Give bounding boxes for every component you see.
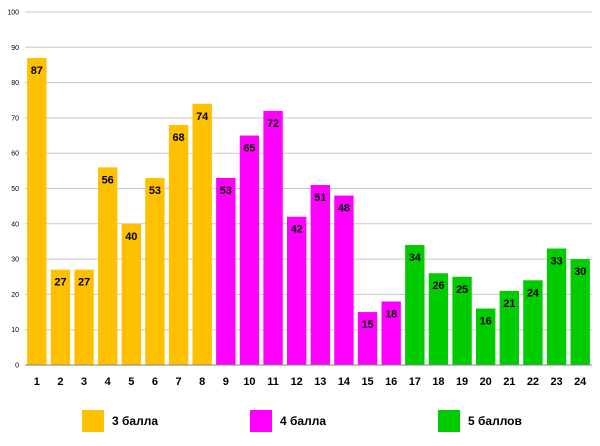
legend-item-5-points: 5 баллов	[438, 410, 522, 432]
data-label-24: 30	[574, 266, 586, 278]
data-label-16: 18	[385, 308, 397, 320]
data-label-11: 72	[267, 118, 279, 130]
y-tick-label-80: 80	[11, 80, 19, 87]
bar-22	[523, 280, 543, 365]
bar-15	[357, 312, 378, 365]
bar-1	[27, 57, 47, 365]
data-label-10: 65	[243, 143, 255, 155]
data-label-7: 68	[172, 132, 184, 144]
data-label-18: 26	[432, 280, 444, 292]
bar-7	[168, 124, 189, 366]
x-tick-label-12: 12	[291, 376, 303, 388]
data-label-15: 15	[361, 319, 373, 331]
x-tick-label-8: 8	[199, 376, 205, 388]
legend-swatch-3-points	[82, 410, 104, 432]
bar-18	[428, 273, 449, 365]
x-tick-label-1: 1	[34, 376, 40, 388]
x-tick-label-20: 20	[480, 376, 492, 388]
y-tick-label-40: 40	[11, 221, 19, 228]
legend-swatch-4-points	[250, 410, 272, 432]
bar-4	[98, 167, 118, 365]
data-label-2: 27	[54, 277, 66, 289]
bar-5	[121, 223, 141, 365]
x-tick-label-16: 16	[385, 376, 397, 388]
bar-11	[263, 110, 283, 365]
legend-item-3-points: 3 балла	[82, 410, 158, 432]
x-tick-label-10: 10	[243, 376, 255, 388]
bar-20	[476, 308, 496, 365]
data-label-6: 53	[149, 185, 161, 197]
y-tick-label-10: 10	[11, 327, 19, 334]
data-label-1: 87	[31, 65, 43, 77]
data-label-21: 21	[503, 298, 515, 310]
legend-label-5-points: 5 баллов	[468, 414, 522, 428]
x-tick-label-21: 21	[503, 376, 515, 388]
data-label-9: 53	[220, 185, 232, 197]
data-label-3: 27	[78, 277, 90, 289]
data-label-14: 48	[338, 203, 350, 215]
legend-item-4-points: 4 балла	[250, 410, 326, 432]
x-tick-label-22: 22	[527, 376, 539, 388]
bar-10	[239, 135, 260, 365]
data-label-12: 42	[291, 224, 303, 236]
data-label-23: 33	[550, 256, 562, 268]
data-label-17: 34	[409, 252, 422, 264]
x-tick-label-18: 18	[432, 376, 444, 388]
data-label-20: 16	[480, 316, 492, 328]
x-tick-label-3: 3	[81, 376, 87, 388]
bar-19	[452, 276, 472, 365]
x-tick-label-9: 9	[223, 376, 229, 388]
legend-label-4-points: 4 балла	[280, 414, 327, 428]
x-tick-label-6: 6	[152, 376, 158, 388]
bar-2	[50, 269, 71, 365]
x-tick-label-14: 14	[338, 376, 351, 388]
x-tick-label-19: 19	[456, 376, 468, 388]
bar-24	[570, 259, 590, 365]
bar-9	[216, 177, 236, 365]
x-tick-label-17: 17	[409, 376, 421, 388]
bar-3	[74, 269, 94, 365]
bars	[27, 57, 590, 366]
bar-8	[192, 103, 212, 365]
bar-23	[546, 248, 567, 365]
y-tick-label-30: 30	[11, 257, 19, 264]
x-tick-label-7: 7	[176, 376, 182, 388]
x-tick-label-4: 4	[105, 376, 112, 388]
y-tick-label-60: 60	[11, 151, 19, 158]
bar-6	[145, 177, 165, 365]
x-tick-label-5: 5	[128, 376, 134, 388]
x-tick-label-11: 11	[267, 376, 279, 388]
legend-swatch-5-points	[438, 410, 460, 432]
x-tick-label-23: 23	[550, 376, 562, 388]
bar-14	[334, 195, 354, 365]
data-labels: 87 27 27 56 40 53 68 74 53 65 72 42 51 48 15 18 34 26 25 16…	[31, 65, 587, 331]
grid-lines	[25, 11, 592, 366]
bar-16	[381, 301, 401, 365]
y-tick-label-90: 90	[11, 45, 19, 52]
data-label-19: 25	[456, 284, 468, 296]
data-label-5: 40	[125, 231, 137, 243]
data-label-8: 74	[196, 111, 209, 123]
data-label-4: 56	[102, 174, 114, 186]
x-tick-label-24: 24	[574, 376, 587, 388]
x-tick-label-2: 2	[57, 376, 63, 388]
data-label-13: 51	[314, 192, 326, 204]
y-tick-label-100: 100	[7, 10, 19, 17]
y-tick-label-0: 0	[15, 363, 19, 370]
bar-13	[310, 184, 330, 365]
y-tick-label-70: 70	[11, 115, 19, 122]
legend-label-3-points: 3 балла	[112, 414, 159, 428]
bar-21	[499, 290, 519, 365]
bar-12	[287, 216, 307, 365]
x-tick-label-15: 15	[361, 376, 373, 388]
x-tick-label-13: 13	[314, 376, 326, 388]
x-axis-ticks: 1 2 3 4 5 6 7 8 9 10 11 12 13 14 15 16 17 18 19 20 21 22 23 24	[34, 376, 587, 388]
y-tick-label-20: 20	[11, 292, 19, 299]
data-label-22: 24	[527, 287, 540, 299]
y-tick-label-50: 50	[11, 186, 19, 193]
y-axis-ticks: 0 10 20 30 40 50 60 70 80 90 100	[7, 10, 19, 370]
bar-17	[405, 244, 425, 365]
